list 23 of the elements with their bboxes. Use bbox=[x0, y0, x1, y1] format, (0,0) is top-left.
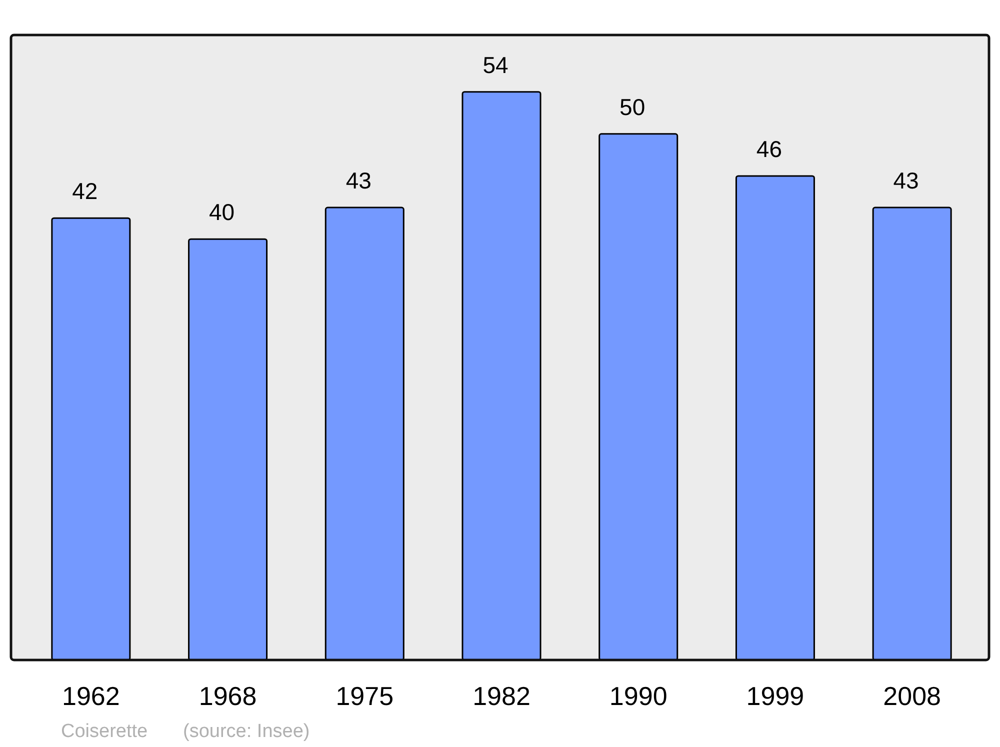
x-tick-label: 1975 bbox=[336, 681, 394, 711]
bar bbox=[51, 217, 131, 661]
bar bbox=[462, 91, 542, 661]
text: Coiserette bbox=[61, 721, 148, 742]
bar bbox=[324, 206, 404, 661]
data-label: 43 bbox=[893, 168, 919, 194]
data-label: 50 bbox=[620, 94, 646, 120]
data-label: 43 bbox=[346, 168, 372, 194]
data-label: 40 bbox=[208, 199, 235, 226]
x-tick-label: 1968 bbox=[198, 681, 257, 711]
bar bbox=[735, 175, 815, 661]
x-tick-label: 1999 bbox=[746, 681, 804, 711]
data-label: 54 bbox=[482, 52, 508, 78]
bar bbox=[188, 238, 268, 661]
bar bbox=[598, 133, 678, 661]
x-tick-label: 2008 bbox=[883, 681, 941, 711]
x-tick-label: 1982 bbox=[472, 681, 530, 711]
bar bbox=[872, 206, 952, 661]
text: (source: Insee) bbox=[183, 721, 310, 742]
data-label: 42 bbox=[72, 178, 98, 204]
x-tick-label: 1962 bbox=[62, 681, 120, 711]
data-label: 46 bbox=[756, 136, 782, 162]
x-tick-label: 1990 bbox=[609, 681, 668, 711]
